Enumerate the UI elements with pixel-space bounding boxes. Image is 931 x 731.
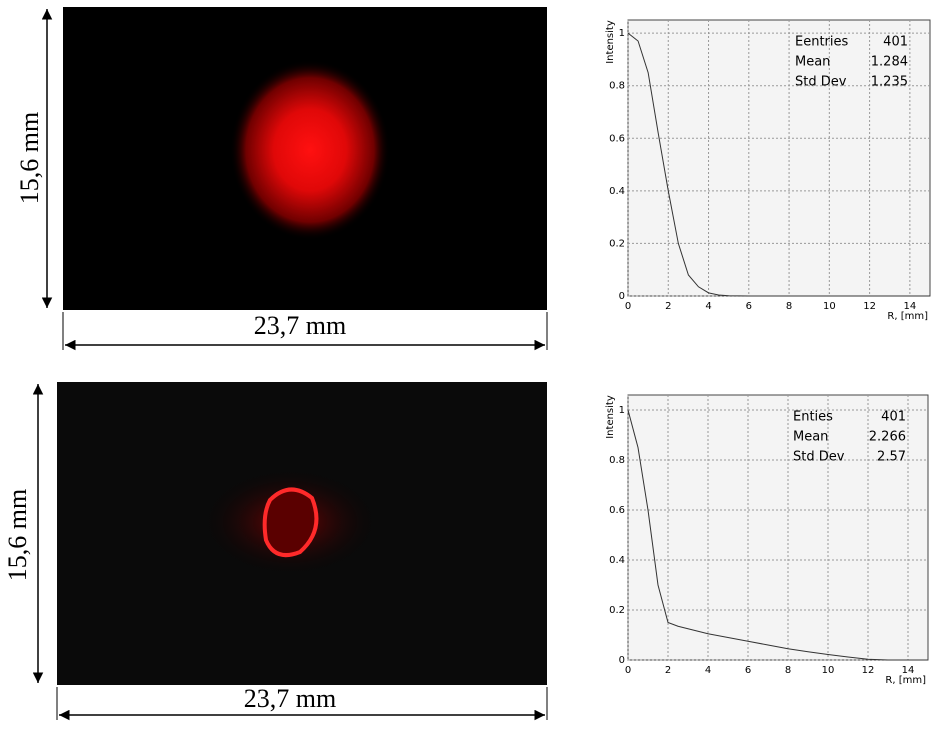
stats-label: Enties [793,410,833,425]
x-tick-label: 6 [746,301,752,312]
stats-label: Std Dev [795,75,847,90]
x-tick-label: 14 [903,301,916,312]
stats-value: 401 [883,35,908,50]
height-label: 15,6 mm [3,489,32,581]
y-tick-label: 0.4 [609,186,625,197]
y-tick-label: 0.6 [609,505,625,516]
x-tick-label: 8 [785,665,791,676]
laser-spot [230,60,390,240]
y-tick-label: 1 [619,28,625,39]
x-tick-label: 12 [862,665,875,676]
stats-value: 1.235 [871,75,908,90]
plot-area [627,394,929,661]
y-tick-label: 0 [619,291,625,302]
x-tick-label: 10 [822,665,835,676]
stats-value: 2.57 [877,450,906,465]
x-tick-label: 12 [863,301,876,312]
x-tick-label: 4 [705,301,711,312]
stats-value: 2.266 [869,430,906,445]
y-tick-label: 0.8 [609,455,625,466]
laser-spot [262,487,319,557]
x-tick-label: 4 [705,665,711,676]
width-label: 23,7 mm [254,311,346,340]
height-label: 15,6 mm [15,112,44,204]
y-tick-label: 0.8 [609,81,625,92]
x-tick-label: 10 [823,301,836,312]
x-tick-label: 6 [745,665,751,676]
y-tick-label: 0.2 [609,238,625,249]
x-axis-label: R, [mm] [885,675,926,686]
x-axis-label: R, [mm] [887,311,928,322]
x-tick-label: 8 [786,301,792,312]
y-tick-label: 0.6 [609,133,625,144]
x-tick-label: 2 [665,665,671,676]
data-line [627,409,928,661]
y-axis-label: Intensity [605,395,616,439]
y-tick-label: 1 [619,405,625,416]
y-tick-label: 0.4 [609,555,625,566]
stats-label: Mean [795,55,830,70]
plot-area [627,19,931,297]
width-label: 23,7 mm [244,684,336,713]
y-tick-label: 0.2 [609,605,625,616]
stats-label: Eentries [795,35,849,50]
x-tick-label: 0 [625,301,631,312]
y-axis-label: Intensity [605,20,616,64]
data-line [627,32,930,297]
stats-label: Mean [793,430,828,445]
x-tick-label: 2 [665,301,671,312]
stats-label: Std Dev [793,450,845,465]
stats-value: 1.284 [871,55,908,70]
x-tick-label: 0 [625,665,631,676]
stats-value: 401 [881,410,906,425]
y-tick-label: 0 [619,655,625,666]
x-tick-label: 14 [902,665,915,676]
